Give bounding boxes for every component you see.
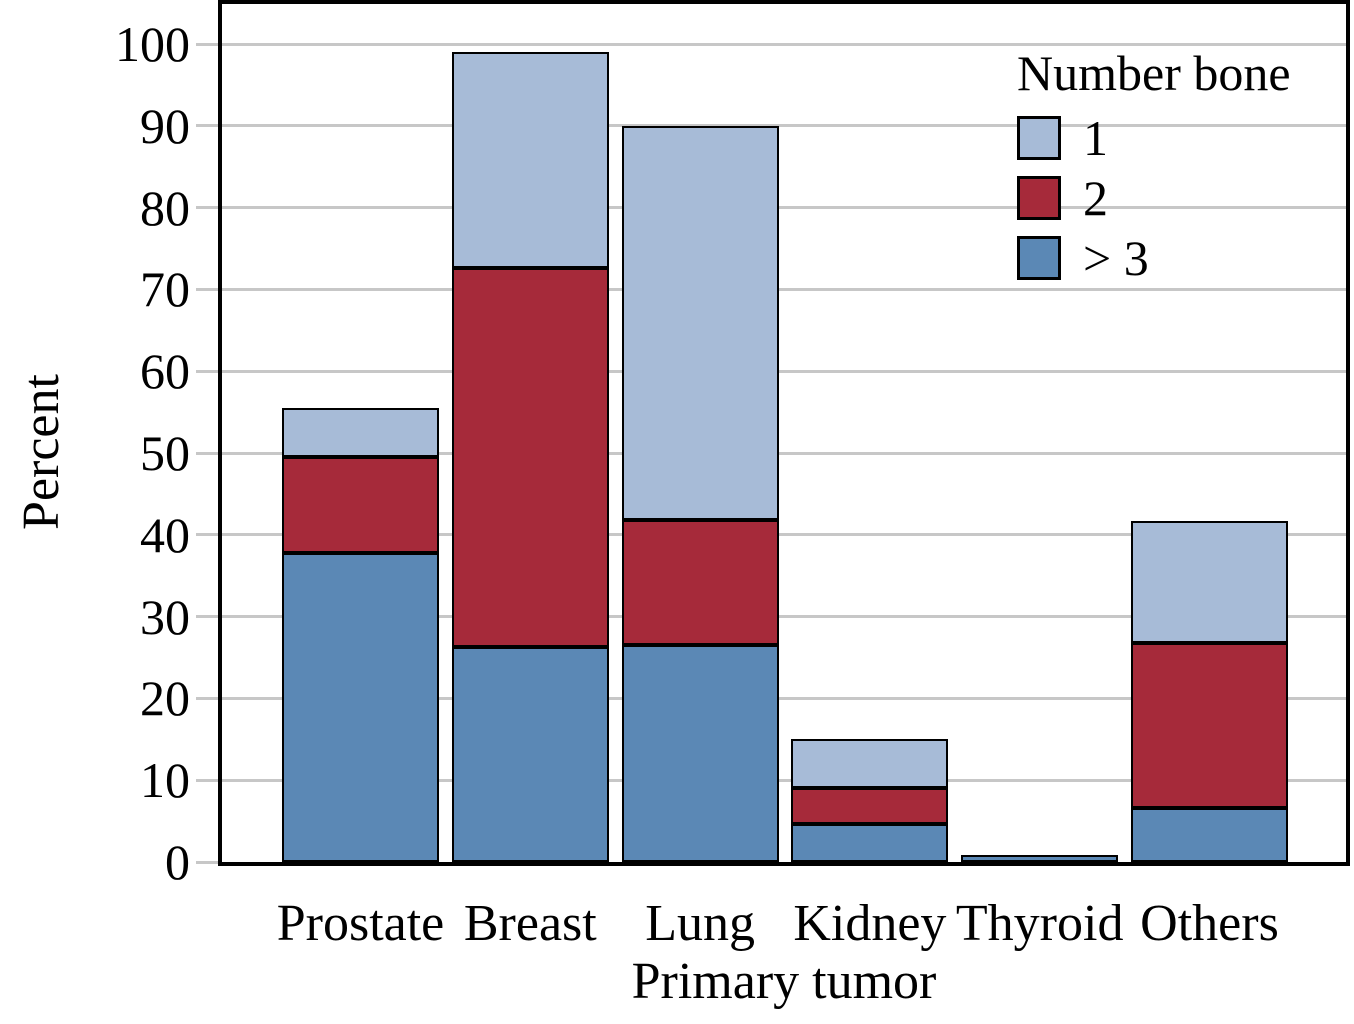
y-tick-label-10: 10 [140,752,190,809]
legend-entry-label: 1 [1083,110,1108,166]
gridline-100 [222,42,1346,46]
bar-segment-breast-1 [451,52,609,269]
x-category-label-breast: Breast [463,895,597,952]
plot-area: Number bone 1 2 > 3 [218,0,1350,866]
gridline-20 [222,696,1346,700]
legend-entry-2: 2 [1017,168,1291,228]
legend-entry-1: 1 [1017,108,1291,168]
y-tick-mark-20 [196,696,218,700]
legend-swatch-icon [1017,236,1061,280]
legend-entry-3: > 3 [1017,228,1291,288]
gridline-10 [222,778,1346,782]
x-axis-title: Primary tumor [631,953,937,1010]
bar-segment-breast-2 [451,268,609,647]
y-tick-label-100: 100 [115,16,190,72]
bar-segment-others-2 [1131,642,1288,809]
y-tick-label-50: 50 [140,425,190,481]
bar-segment-kidney-3 [791,824,949,862]
x-category-label-others: Others [1140,895,1279,952]
y-tick-mark-60 [196,369,218,373]
bar-segment-prostate-3 [282,552,439,862]
bar-segment-kidney-1 [791,739,949,788]
x-category-label-kidney: Kidney [793,895,947,952]
gridline-60 [222,369,1346,373]
bar-segment-prostate-1 [282,408,439,458]
y-tick-mark-100 [196,42,218,46]
legend: Number bone 1 2 > 3 [1017,44,1291,288]
legend-swatch-icon [1017,116,1061,160]
legend-title: Number bone [1017,45,1291,101]
bar-segment-others-1 [1131,520,1288,643]
gridline-40 [222,533,1346,537]
legend-entries: 1 2 > 3 [1017,108,1291,288]
y-tick-label-90: 90 [140,97,190,154]
y-tick-label-60: 60 [140,343,190,400]
legend-entry-label: > 3 [1083,230,1149,286]
bar-segment-lung-1 [621,125,779,521]
gridline-90 [222,124,1346,128]
y-tick-label-30: 30 [140,588,190,645]
y-tick-label-40: 40 [140,506,190,563]
bar-segment-breast-3 [451,646,609,862]
legend-entry-label: 2 [1083,170,1108,226]
x-category-label-thyroid: Thyroid [955,895,1124,952]
bar-segment-prostate-2 [282,457,439,553]
bar-segment-thyroid-3 [961,854,1119,862]
y-tick-label-20: 20 [140,670,190,727]
x-category-label-lung: Lung [645,895,755,952]
y-tick-mark-0 [196,860,218,864]
y-tick-mark-30 [196,615,218,619]
bar-segment-kidney-2 [791,787,949,825]
y-tick-mark-40 [196,533,218,537]
y-tick-mark-80 [196,206,218,210]
bar-segment-others-3 [1131,808,1288,862]
gridline-30 [222,615,1346,619]
y-tick-label-70: 70 [140,261,190,318]
bar-segment-lung-3 [621,645,779,862]
y-tick-label-0: 0 [165,834,190,890]
y-tick-mark-50 [196,451,218,455]
y-tick-mark-10 [196,778,218,782]
gridline-80 [222,206,1346,210]
y-tick-label-80: 80 [140,179,190,236]
x-category-label-prostate: Prostate [276,895,445,952]
y-tick-mark-90 [196,124,218,128]
bar-segment-lung-2 [621,520,779,646]
gridline-50 [222,451,1346,455]
legend-swatch-icon [1017,176,1061,220]
y-tick-mark-70 [196,287,218,291]
gridline-70 [222,287,1346,291]
